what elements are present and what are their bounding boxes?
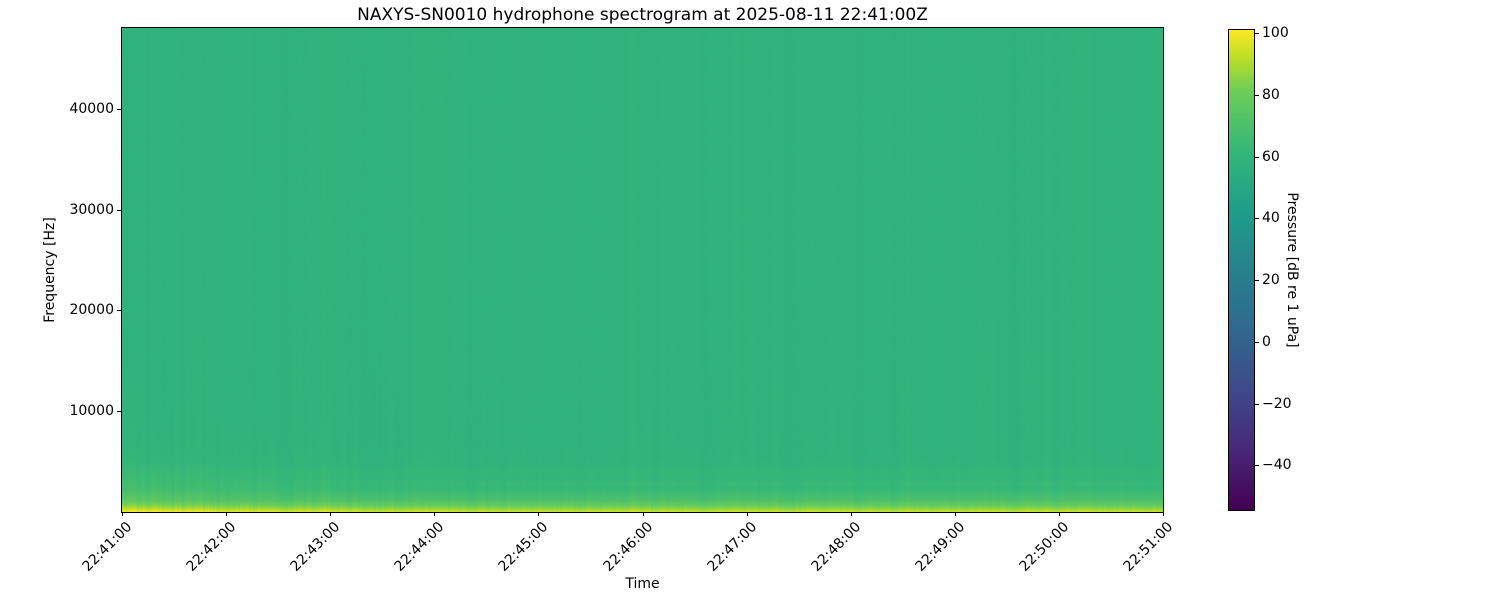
x-tick-mark [226,512,228,516]
x-axis-label: Time [625,576,660,592]
colorbar-gradient [1229,30,1254,510]
y-tick-mark [117,310,121,312]
y-tick-label: 10000 [69,403,114,420]
y-tick-label: 40000 [69,100,114,117]
colorbar-tick-label: −20 [1262,395,1292,412]
colorbar-tick-mark [1255,280,1259,281]
x-tick-mark [122,512,123,516]
y-tick-mark [117,108,121,110]
x-tick-mark [1058,512,1060,516]
spectrogram-heatmap [122,28,1163,512]
x-tick-mark [746,512,748,516]
x-tick-mark [954,512,956,516]
colorbar-tick-mark [1255,156,1259,158]
colorbar-tick-mark [1255,465,1259,467]
y-tick-mark [117,411,121,413]
colorbar [1228,29,1255,511]
y-tick-label: 30000 [69,201,114,218]
x-tick-mark [642,512,644,516]
x-tick-mark [850,512,852,516]
y-tick-mark [117,209,121,211]
colorbar-tick-mark [1255,341,1259,343]
colorbar-tick-mark [1255,403,1259,405]
colorbar-tick-label: 60 [1262,148,1280,165]
x-tick-mark [330,512,332,516]
colorbar-tick-label: 20 [1262,272,1280,288]
chart-title: NAXYS-SN0010 hydrophone spectrogram at 2… [357,5,928,25]
x-tick-label: 22:41:00 [79,519,136,575]
colorbar-tick-mark [1255,33,1259,35]
colorbar-tick-label: 80 [1262,86,1280,103]
y-tick-label: 20000 [69,302,114,319]
colorbar-tick-label: 100 [1262,25,1289,42]
colorbar-tick-mark [1255,94,1259,96]
plot-area [121,27,1164,513]
x-tick-mark [1163,512,1164,516]
colorbar-tick-label: 40 [1262,210,1280,227]
colorbar-tick-label: −40 [1262,457,1292,474]
colorbar-label: Pressure [dB re 1 uPa] [1284,192,1300,348]
colorbar-tick-mark [1255,218,1259,220]
colorbar-tick-label: 0 [1262,333,1271,350]
x-tick-mark [538,512,540,516]
x-tick-mark [434,512,436,516]
